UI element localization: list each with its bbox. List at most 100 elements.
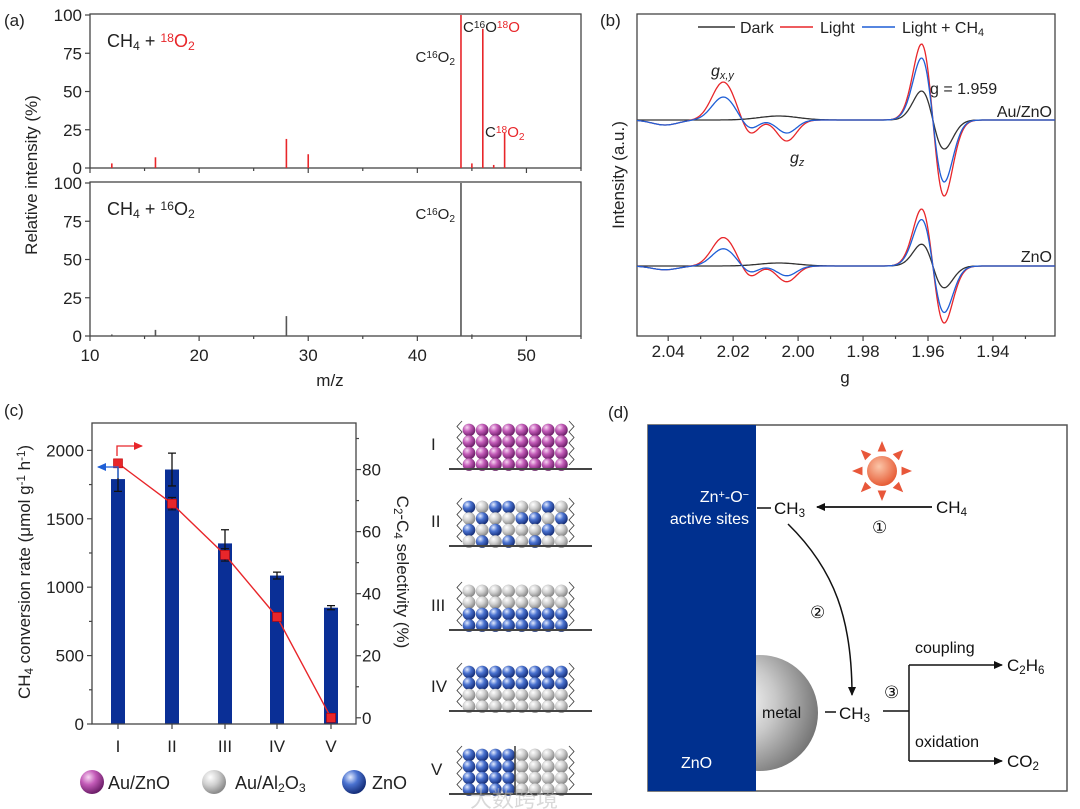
- atom-sphere: [488, 771, 502, 785]
- series-label: CH4 + 18O2: [107, 31, 195, 53]
- atom-sphere: [541, 435, 555, 449]
- step1-label: ①: [872, 518, 887, 537]
- active-sites-label-1: Zn+-O−: [700, 489, 749, 506]
- right-axis-arrow: [116, 442, 143, 456]
- atom-sphere: [541, 688, 555, 702]
- atom-sphere: [528, 512, 542, 526]
- atom-sphere: [488, 458, 502, 472]
- sun-ray: [901, 466, 912, 476]
- legend-sphere-magenta: [80, 770, 104, 794]
- legend-label: Au/Al2O3: [235, 773, 306, 795]
- x-tick-label: 2.04: [652, 342, 685, 361]
- atom-sphere: [528, 700, 542, 714]
- atom-sphere: [502, 596, 516, 610]
- atom-sphere: [502, 446, 516, 460]
- bar: [165, 469, 179, 724]
- y-tick-label: 2000: [46, 441, 84, 460]
- atom-sphere: [475, 688, 489, 702]
- atom-sphere: [488, 423, 502, 437]
- step2-arrow: [787, 523, 856, 696]
- zno-label: ZnO: [681, 755, 712, 772]
- y2-tick-label: 0: [362, 709, 371, 728]
- y2-tick-label: 40: [362, 585, 381, 604]
- wavy-edge: [456, 745, 463, 791]
- structure-label: V: [431, 760, 443, 779]
- sun-ray: [860, 449, 872, 461]
- atom-sphere: [488, 619, 502, 633]
- atom-sphere: [541, 535, 555, 549]
- step3-label: ③: [884, 683, 899, 702]
- atom-sphere: [515, 435, 529, 449]
- zno-column: [648, 425, 756, 791]
- atom-sphere: [515, 512, 529, 526]
- wavy-edge: [568, 497, 575, 543]
- atom-sphere: [515, 688, 529, 702]
- atom-sphere: [515, 500, 529, 514]
- atom-sphere: [462, 535, 476, 549]
- y-tick-label: 75: [63, 44, 82, 63]
- atom-sphere: [462, 584, 476, 598]
- atom-sphere: [475, 512, 489, 526]
- atom-sphere: [462, 423, 476, 437]
- epr-curve-light-ch4-au-zno: [637, 57, 1055, 183]
- wavy-edge: [456, 420, 463, 466]
- atom-sphere: [528, 523, 542, 537]
- wavy-edge: [456, 581, 463, 627]
- bar: [270, 575, 284, 724]
- sun-ray: [892, 449, 904, 461]
- atom-sphere: [475, 700, 489, 714]
- atom-sphere: [502, 512, 516, 526]
- metal-label: metal: [762, 705, 801, 722]
- atom-sphere: [488, 435, 502, 449]
- wavy-edge: [568, 662, 575, 708]
- atom-sphere: [475, 435, 489, 449]
- atom-sphere: [515, 700, 529, 714]
- atom-sphere: [554, 607, 568, 621]
- x-tick-label: 2.00: [782, 342, 815, 361]
- legend-label: ZnO: [372, 773, 407, 793]
- atom-sphere: [502, 584, 516, 598]
- atom-sphere: [541, 607, 555, 621]
- atom-sphere: [502, 677, 516, 691]
- atom-sphere: [475, 423, 489, 437]
- plot-frame: [91, 422, 357, 725]
- wavy-edge: [456, 497, 463, 543]
- y2-tick-label: 60: [362, 523, 381, 542]
- atom-sphere: [541, 760, 555, 774]
- x-tick-label: 50: [517, 346, 536, 365]
- atom-sphere: [462, 523, 476, 537]
- atom-sphere: [462, 665, 476, 679]
- y-tick-label: 0: [73, 159, 82, 178]
- atom-sphere: [528, 607, 542, 621]
- atom-sphere: [554, 500, 568, 514]
- atom-sphere: [554, 783, 568, 797]
- x-tick-label: V: [325, 737, 337, 756]
- epr-curve-light-ch4-zno: [637, 218, 1055, 314]
- x-tick-label: 2.02: [717, 342, 750, 361]
- atom-sphere: [554, 700, 568, 714]
- atom-sphere: [475, 596, 489, 610]
- atom-sphere: [554, 760, 568, 774]
- atom-sphere: [554, 584, 568, 598]
- atom-sphere: [488, 596, 502, 610]
- sample-label: Au/ZnO: [997, 104, 1052, 121]
- peak-label: C16O18O: [463, 19, 520, 36]
- atom-sphere: [502, 748, 516, 762]
- sun-ray: [892, 481, 904, 493]
- atom-sphere: [554, 512, 568, 526]
- sun-ray: [860, 481, 872, 493]
- atom-sphere: [554, 688, 568, 702]
- y-tick-label: 25: [63, 289, 82, 308]
- atom-sphere: [554, 535, 568, 549]
- gxy-label: gx,y: [711, 63, 734, 82]
- selectivity-marker: [167, 498, 177, 509]
- bar-error-bar: [273, 571, 281, 580]
- atom-sphere: [462, 512, 476, 526]
- atom-sphere: [488, 748, 502, 762]
- atom-sphere: [515, 584, 529, 598]
- atom-sphere: [528, 760, 542, 774]
- atom-sphere: [488, 607, 502, 621]
- atom-sphere: [541, 783, 555, 797]
